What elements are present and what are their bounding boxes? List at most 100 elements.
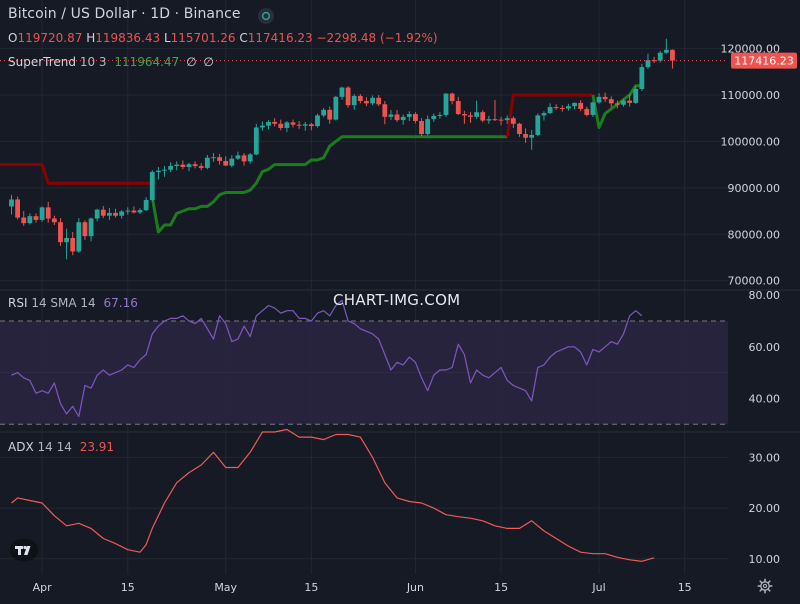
rsi-band-layer <box>0 320 728 425</box>
rsi-axis-label: 60.00 <box>749 341 781 354</box>
candle <box>357 94 363 104</box>
tradingview-logo[interactable] <box>10 539 38 561</box>
candle <box>651 56 657 63</box>
candle <box>492 100 498 121</box>
candle-body <box>284 122 290 128</box>
candle <box>107 207 112 220</box>
ohlc-open-label: O <box>8 31 18 45</box>
last-price-tag[interactable]: 117416.23 <box>731 52 797 69</box>
candle <box>27 213 33 225</box>
candle-body <box>590 102 596 115</box>
candle-body <box>174 164 180 167</box>
candle-body <box>602 96 608 100</box>
candle-body <box>27 216 33 224</box>
rsi-axis-label: 40.00 <box>749 392 781 405</box>
price-axis-label: 90000.00 <box>728 182 781 195</box>
status-dot-icon <box>261 11 271 21</box>
candle <box>82 220 88 240</box>
candle <box>119 210 125 219</box>
last-price-tag-text: 117416.23 <box>734 55 794 68</box>
candle <box>364 97 369 107</box>
candle-body <box>198 166 204 168</box>
candle-body <box>406 114 412 117</box>
candle <box>162 166 167 177</box>
candle-body <box>388 114 394 117</box>
ohlc-low-label: L <box>163 31 171 45</box>
supertrend-value: 111964.47 <box>114 55 180 69</box>
symbol-status-icon[interactable] <box>258 8 274 24</box>
supertrend-label: SuperTrend <box>8 55 76 69</box>
symbol-title[interactable]: Bitcoin / US Dollar · 1D · Binance <box>8 6 241 22</box>
candle <box>602 92 608 102</box>
candle-body <box>425 119 431 134</box>
candle <box>223 156 229 167</box>
candle-body <box>437 114 443 116</box>
candle <box>510 116 516 128</box>
candle-body <box>94 209 100 219</box>
candle <box>70 231 76 256</box>
candle <box>284 121 290 133</box>
candle-body <box>553 107 559 109</box>
candle <box>425 115 431 136</box>
candle-body <box>455 101 461 115</box>
candle-body <box>58 222 63 243</box>
candle <box>547 103 553 115</box>
candle-body <box>235 155 241 159</box>
candle <box>247 153 253 164</box>
ohlc-close-label: C <box>239 31 248 45</box>
candle <box>174 161 180 171</box>
candle <box>529 129 535 150</box>
candle-body <box>217 157 222 161</box>
candle <box>113 208 118 218</box>
candle-body <box>547 107 553 114</box>
supertrend-downtrend-line <box>505 93 593 138</box>
candle-body <box>149 172 155 200</box>
candle-body <box>572 102 577 107</box>
candle-body <box>578 102 584 109</box>
candle <box>345 86 351 108</box>
candle-body <box>614 103 620 105</box>
candle-body <box>125 210 131 212</box>
rsi-params: 14 SMA 14 <box>31 296 96 310</box>
candle <box>627 94 633 107</box>
adx-legend[interactable]: ADX 14 14 23.91 <box>8 440 114 454</box>
candle <box>437 112 443 119</box>
candle-body <box>376 97 382 105</box>
candle <box>33 213 39 223</box>
candle-body <box>119 211 125 216</box>
candle <box>559 105 565 112</box>
candle <box>449 92 455 105</box>
candle <box>535 113 541 137</box>
candle-body <box>321 109 327 116</box>
candle-body <box>400 116 406 121</box>
candle-body <box>260 125 265 128</box>
settings-gear-icon[interactable] <box>757 578 773 594</box>
candle-body <box>517 123 522 134</box>
candle <box>260 121 265 131</box>
candle <box>229 155 235 168</box>
x-axis-label: 15 <box>121 581 135 594</box>
candle-body <box>64 238 69 243</box>
candle-body <box>327 109 333 120</box>
candle <box>15 196 21 220</box>
candle-body <box>431 115 437 120</box>
candle-body <box>443 93 449 115</box>
rsi-legend[interactable]: RSI 14 SMA 14 67.16 <box>8 296 138 310</box>
candle <box>155 166 161 180</box>
candle-body <box>639 67 645 89</box>
candle-body <box>480 112 486 121</box>
candle <box>461 110 467 124</box>
watermark: CHART-IMG.COM <box>333 291 461 309</box>
rsi-line <box>11 299 643 418</box>
x-axis-label: 15 <box>494 581 508 594</box>
candle-body <box>468 115 473 117</box>
candle-body <box>627 100 633 103</box>
candle <box>39 206 45 222</box>
supertrend-legend[interactable]: SuperTrend 10 3 111964.47 ∅ ∅ <box>8 55 214 69</box>
candle-body <box>21 217 27 224</box>
candle-body <box>333 96 339 120</box>
supertrend-params: 10 3 <box>79 55 107 69</box>
candle-body <box>529 134 535 138</box>
candle-body <box>70 238 76 252</box>
